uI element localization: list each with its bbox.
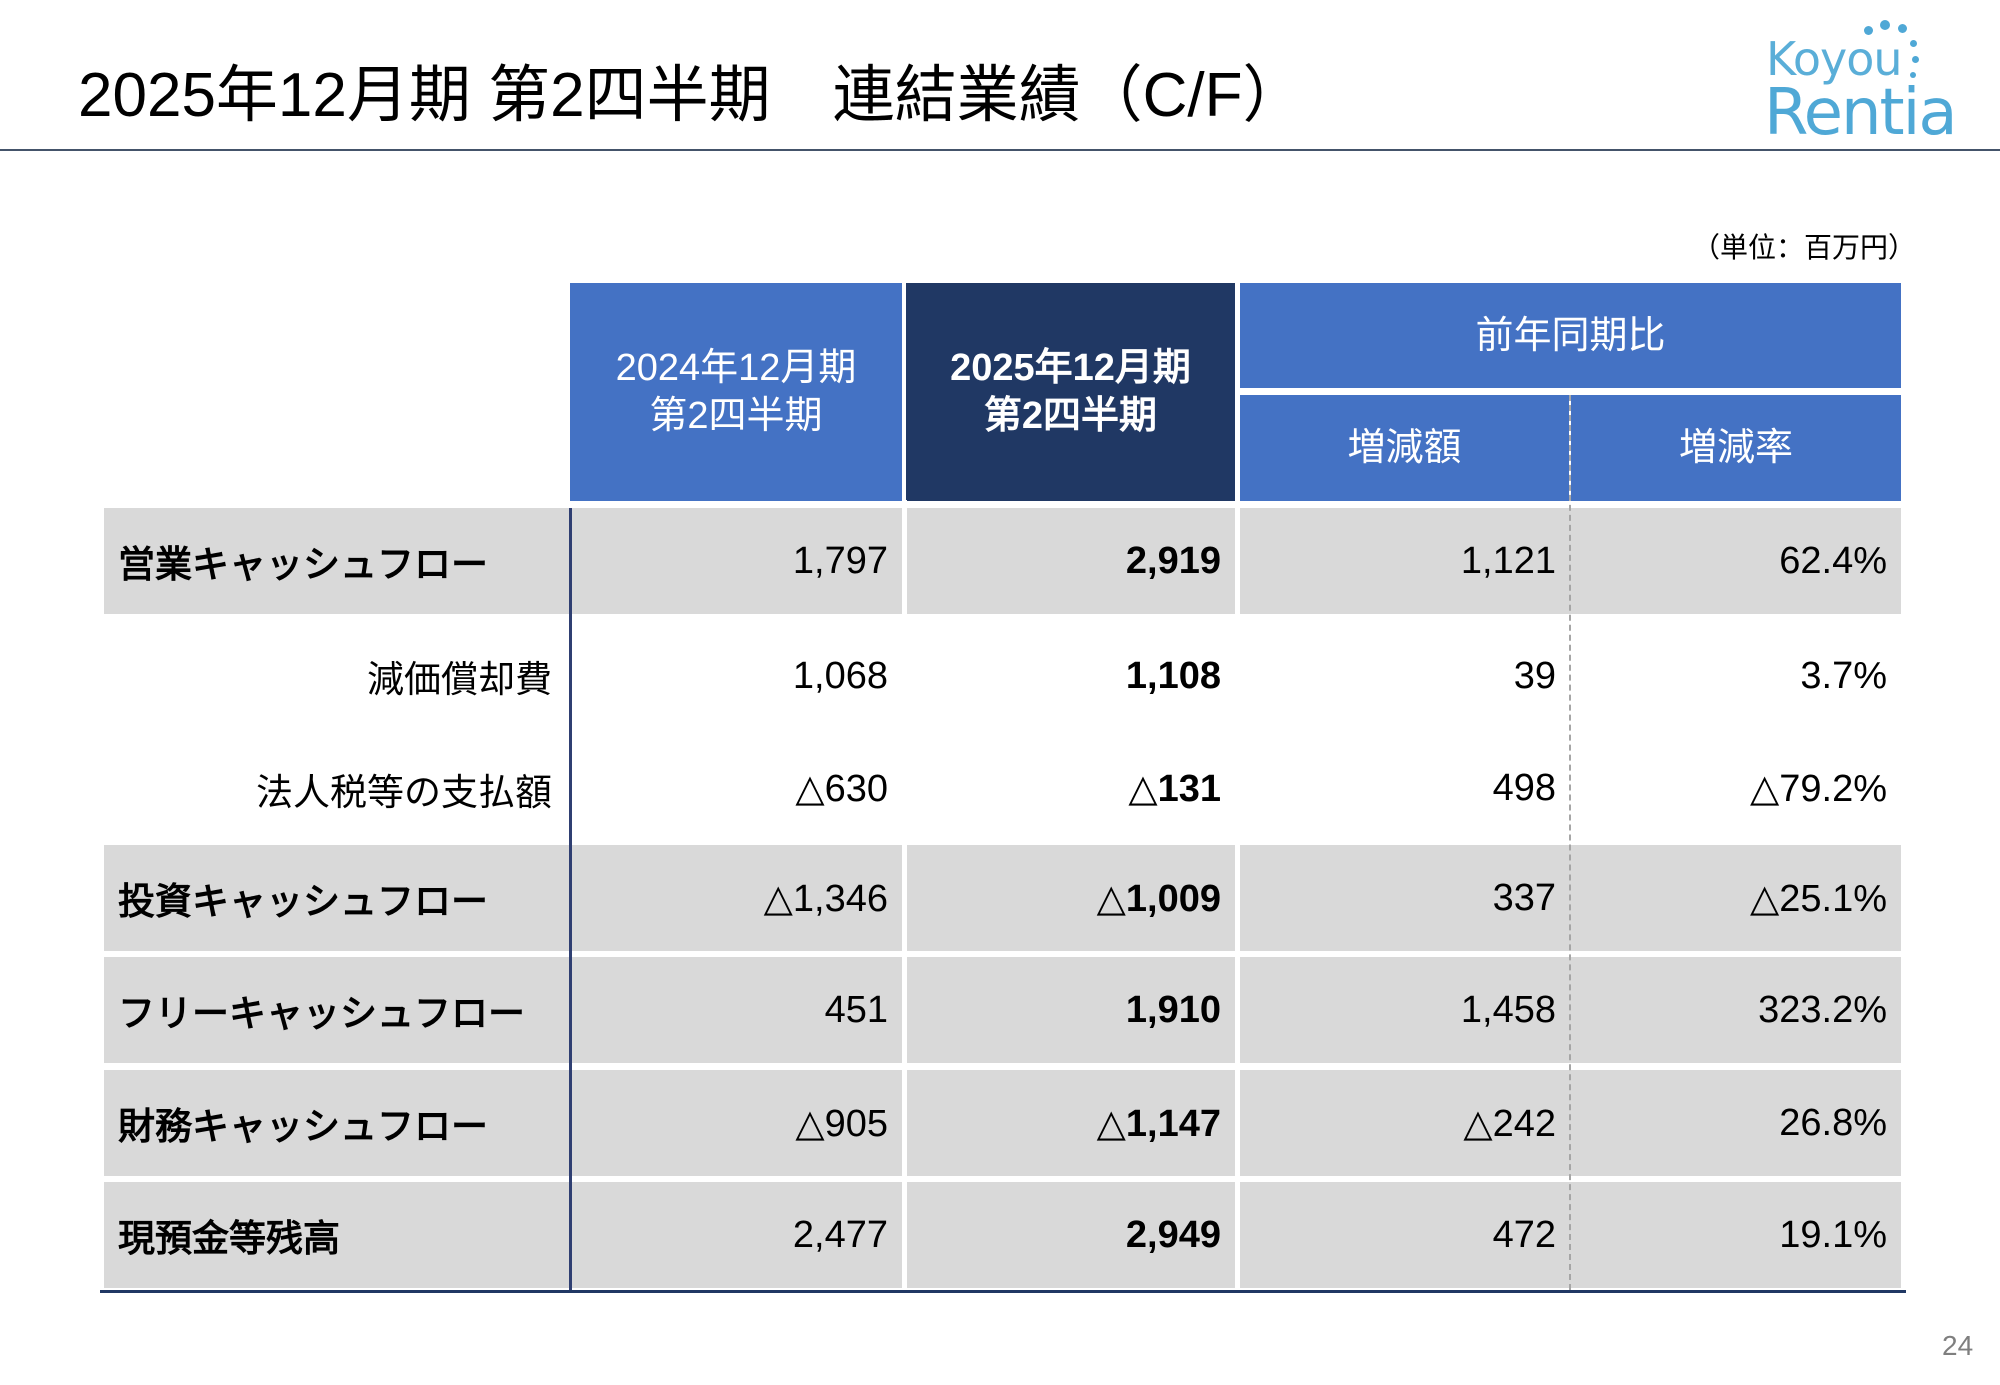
header-prev-period: 2024年12月期 第2四半期 — [570, 283, 902, 501]
table-bottom-rule — [100, 1290, 1906, 1293]
logo-dot — [1880, 20, 1890, 30]
header-curr-period: 2025年12月期 第2四半期 — [906, 283, 1235, 501]
cell-income-tax-paid-diff: 498 — [1492, 767, 1556, 809]
row-label-cash-balance: 現預金等残高 — [118, 1218, 340, 1259]
cell-financing-cf-prev: △905 — [795, 1102, 888, 1145]
column-gap — [902, 500, 907, 1290]
logo-dot — [1864, 26, 1873, 35]
cell-free-cf-curr: 1,910 — [1125, 988, 1221, 1031]
cell-cash-balance-curr: 2,949 — [1125, 1213, 1221, 1256]
label-column-divider — [569, 508, 572, 1290]
table-row-bg — [104, 1182, 1901, 1288]
table-row-bg — [104, 508, 1901, 614]
cell-free-cf-rate: 323.2% — [1758, 988, 1887, 1031]
cell-depreciation-rate: 3.7% — [1800, 654, 1887, 697]
cell-cash-balance-prev: 2,477 — [792, 1213, 888, 1256]
cell-financing-cf-diff: △242 — [1463, 1102, 1556, 1145]
cell-financing-cf-curr: △1,147 — [1096, 1102, 1221, 1145]
cell-investing-cf-prev: △1,346 — [763, 877, 888, 920]
cell-income-tax-paid-rate: △79.2% — [1750, 768, 1887, 810]
row-gap — [104, 1063, 1901, 1070]
logo-dot — [1912, 56, 1919, 63]
cell-cash-balance-diff: 472 — [1492, 1213, 1556, 1256]
header-curr-year: 2025年12月期 — [950, 347, 1191, 389]
row-label-free-cf: フリーキャッシュフロー — [118, 993, 525, 1034]
company-logo: Koyou Rentia — [1762, 12, 1968, 150]
row-label-operating-cf: 営業キャッシュフロー — [118, 544, 488, 585]
cell-financing-cf-rate: 26.8% — [1779, 1101, 1887, 1144]
row-gap — [104, 951, 1901, 957]
column-gap — [1235, 500, 1240, 1290]
cell-depreciation-diff: 39 — [1513, 654, 1556, 697]
row-label-investing-cf: 投資キャッシュフロー — [118, 881, 488, 922]
table-row-bg — [104, 957, 1901, 1063]
unit-note: （単位：百万円） — [1692, 232, 1917, 263]
header-prev-quarter: 第2四半期 — [649, 395, 823, 437]
header-curr-quarter: 第2四半期 — [983, 395, 1158, 437]
header-prev-year: 2024年12月期 — [615, 347, 857, 389]
cell-operating-cf-diff: 1,121 — [1460, 539, 1556, 582]
cell-operating-cf-curr: 2,919 — [1125, 539, 1221, 582]
logo-dot — [1910, 40, 1917, 47]
cell-free-cf-diff: 1,458 — [1460, 988, 1556, 1031]
cell-investing-cf-diff: 337 — [1492, 876, 1556, 919]
cell-free-cf-prev: 451 — [824, 988, 888, 1031]
row-gap — [104, 1176, 1901, 1182]
row-label-depreciation: 減価償却費 — [367, 659, 552, 700]
logo-text-rentia: Rentia — [1764, 76, 1958, 150]
cell-operating-cf-rate: 62.4% — [1779, 539, 1887, 582]
table-row-bg — [104, 1070, 1901, 1176]
logo-dot — [1910, 72, 1916, 78]
cell-operating-cf-prev: 1,797 — [792, 539, 888, 582]
cell-depreciation-prev: 1,068 — [792, 654, 888, 697]
cell-investing-cf-curr: △1,009 — [1096, 877, 1221, 920]
dashed-column-divider — [1569, 395, 1571, 1290]
row-label-financing-cf: 財務キャッシュフロー — [118, 1106, 488, 1147]
table-row-bg — [104, 845, 1901, 951]
slide-title: 2025年12月期 第2四半期 連結業績（C/F） — [78, 61, 1305, 130]
page-number: 24 — [1942, 1330, 1974, 1361]
row-label-income-tax-paid: 法人税等の支払額 — [256, 771, 552, 813]
header-yoy-group: 前年同期比 — [1240, 283, 1901, 388]
title-divider — [0, 149, 2000, 151]
header-diff: 増減額 — [1240, 395, 1569, 501]
logo-dot — [1898, 24, 1907, 33]
cell-depreciation-curr: 1,108 — [1125, 654, 1221, 697]
logo-text-koyou: Koyou — [1766, 32, 1903, 86]
row-gap — [104, 614, 1901, 620]
cell-income-tax-paid-prev: △630 — [795, 768, 888, 810]
cell-cash-balance-rate: 19.1% — [1779, 1213, 1887, 1256]
cell-investing-cf-rate: △25.1% — [1750, 877, 1887, 920]
header-rate: 増減率 — [1571, 395, 1901, 501]
cell-income-tax-paid-curr: △131 — [1128, 768, 1221, 810]
